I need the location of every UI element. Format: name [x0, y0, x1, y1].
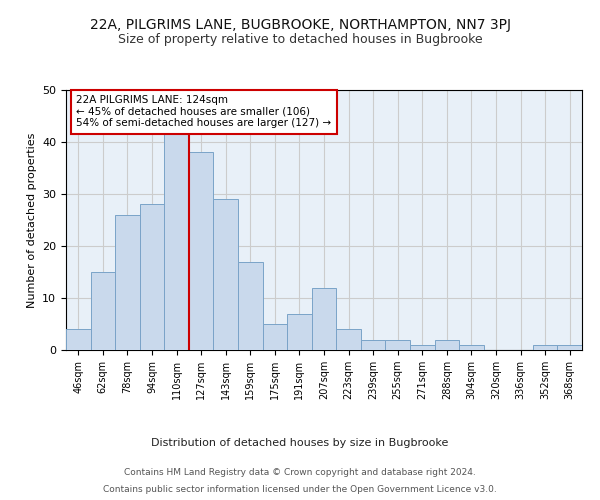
- Bar: [287, 314, 312, 350]
- Text: Size of property relative to detached houses in Bugbrooke: Size of property relative to detached ho…: [118, 32, 482, 46]
- Text: 22A PILGRIMS LANE: 124sqm
← 45% of detached houses are smaller (106)
54% of semi: 22A PILGRIMS LANE: 124sqm ← 45% of detac…: [76, 95, 331, 128]
- Bar: [238, 262, 263, 350]
- Bar: [189, 152, 214, 350]
- Bar: [533, 345, 557, 350]
- Bar: [361, 340, 385, 350]
- Bar: [66, 329, 91, 350]
- Bar: [91, 272, 115, 350]
- Text: 22A, PILGRIMS LANE, BUGBROOKE, NORTHAMPTON, NN7 3PJ: 22A, PILGRIMS LANE, BUGBROOKE, NORTHAMPT…: [89, 18, 511, 32]
- Bar: [164, 132, 189, 350]
- Bar: [434, 340, 459, 350]
- Bar: [115, 215, 140, 350]
- Bar: [214, 199, 238, 350]
- Text: Distribution of detached houses by size in Bugbrooke: Distribution of detached houses by size …: [151, 438, 449, 448]
- Bar: [140, 204, 164, 350]
- Text: Contains public sector information licensed under the Open Government Licence v3: Contains public sector information licen…: [103, 486, 497, 494]
- Bar: [557, 345, 582, 350]
- Bar: [336, 329, 361, 350]
- Bar: [263, 324, 287, 350]
- Bar: [385, 340, 410, 350]
- Y-axis label: Number of detached properties: Number of detached properties: [26, 132, 37, 308]
- Bar: [410, 345, 434, 350]
- Text: Contains HM Land Registry data © Crown copyright and database right 2024.: Contains HM Land Registry data © Crown c…: [124, 468, 476, 477]
- Bar: [459, 345, 484, 350]
- Bar: [312, 288, 336, 350]
